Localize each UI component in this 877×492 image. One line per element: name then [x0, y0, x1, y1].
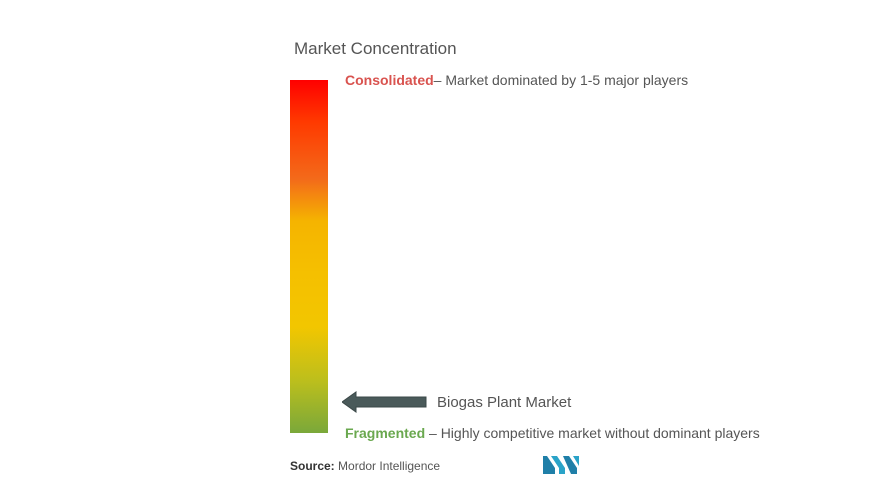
source-attribution: Source: Mordor Intelligence	[290, 459, 440, 473]
consolidated-legend: Consolidated– Market dominated by 1-5 ma…	[345, 72, 688, 88]
market-name-label: Biogas Plant Market	[437, 394, 572, 411]
left-arrow-icon	[342, 391, 427, 413]
consolidated-description: – Market dominated by 1-5 major players	[433, 72, 689, 88]
fragmented-legend: Fragmented – Highly competitive market w…	[345, 425, 760, 441]
source-label: Source:	[290, 459, 335, 473]
concentration-gradient-bar	[290, 80, 328, 433]
fragmented-label: Fragmented	[345, 425, 426, 441]
chart-title: Market Concentration	[294, 39, 457, 58]
mordor-intelligence-logo	[543, 456, 579, 474]
consolidated-label: Consolidated	[345, 72, 434, 88]
source-value: Mordor Intelligence	[334, 459, 441, 473]
fragmented-description: – Highly competitive market without domi…	[425, 425, 760, 441]
